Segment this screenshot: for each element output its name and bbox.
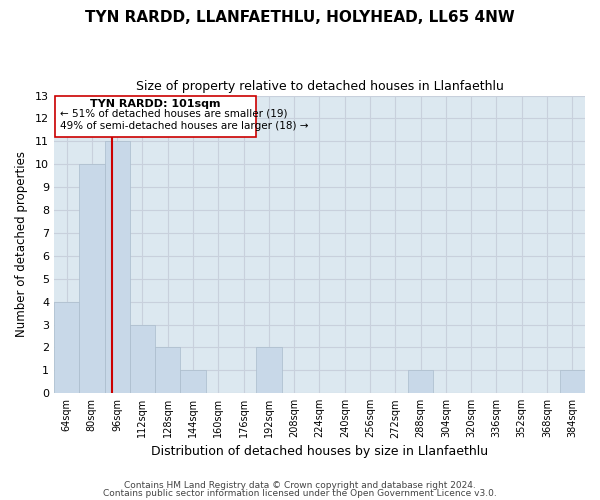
Text: TYN RARDD, LLANFAETHLU, HOLYHEAD, LL65 4NW: TYN RARDD, LLANFAETHLU, HOLYHEAD, LL65 4… (85, 10, 515, 25)
Bar (155, 348, 181, 393)
Bar (104, 142, 130, 393)
Bar (130, 324, 155, 393)
Bar (408, 370, 433, 393)
Text: ← 51% of detached houses are smaller (19): ← 51% of detached houses are smaller (19… (60, 109, 288, 119)
Bar (560, 370, 585, 393)
Bar (54, 302, 79, 393)
Text: Contains public sector information licensed under the Open Government Licence v3: Contains public sector information licen… (103, 488, 497, 498)
Text: TYN RARDD: 101sqm: TYN RARDD: 101sqm (91, 98, 221, 108)
Text: 49% of semi-detached houses are larger (18) →: 49% of semi-detached houses are larger (… (60, 122, 309, 132)
Title: Size of property relative to detached houses in Llanfaethlu: Size of property relative to detached ho… (136, 80, 503, 93)
X-axis label: Distribution of detached houses by size in Llanfaethlu: Distribution of detached houses by size … (151, 444, 488, 458)
Y-axis label: Number of detached properties: Number of detached properties (15, 152, 28, 338)
Bar (181, 370, 206, 393)
Text: Contains HM Land Registry data © Crown copyright and database right 2024.: Contains HM Land Registry data © Crown c… (124, 481, 476, 490)
Bar (256, 348, 281, 393)
FancyBboxPatch shape (55, 96, 256, 137)
Bar (79, 164, 104, 393)
